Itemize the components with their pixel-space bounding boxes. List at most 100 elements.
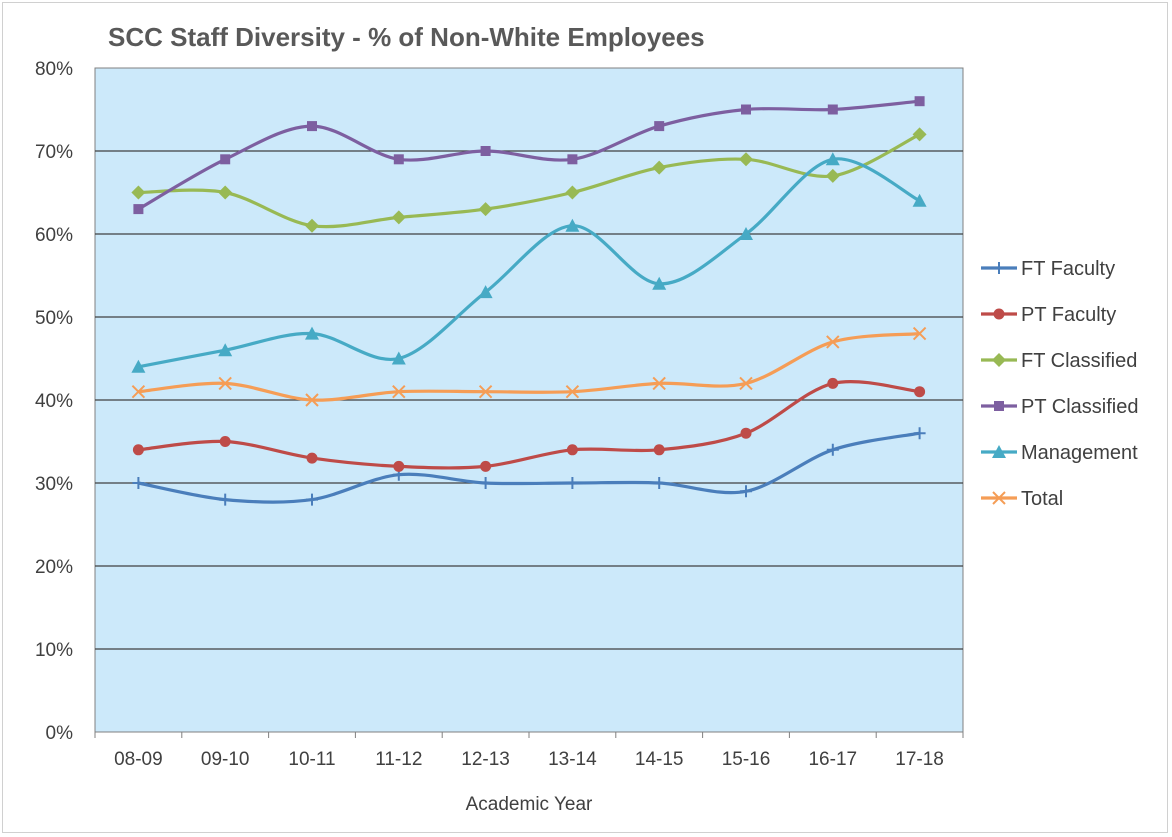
data-point xyxy=(393,460,405,472)
data-point xyxy=(567,154,578,165)
chart-title: SCC Staff Diversity - % of Non-White Emp… xyxy=(108,22,705,52)
data-point xyxy=(566,477,579,489)
legend-marker xyxy=(992,353,1006,367)
x-tick-label: 12-13 xyxy=(461,749,510,770)
series-total xyxy=(131,326,927,407)
data-point xyxy=(654,121,665,132)
legend-label: Management xyxy=(1021,442,1138,464)
data-point xyxy=(741,104,751,115)
data-point xyxy=(218,376,232,391)
data-point xyxy=(478,384,493,399)
data-point xyxy=(912,326,927,341)
y-tick-label: 80% xyxy=(35,59,73,80)
data-point xyxy=(827,377,839,389)
data-point xyxy=(740,485,752,498)
data-point xyxy=(480,146,491,156)
data-point xyxy=(479,477,492,489)
legend: FT Faculty PT Faculty FT Classified PT Clas… xyxy=(981,258,1138,510)
data-point xyxy=(913,427,926,440)
data-point xyxy=(306,493,318,506)
x-tick-label: 17-18 xyxy=(895,749,944,770)
data-point xyxy=(740,427,752,439)
legend-marker xyxy=(992,491,1006,505)
data-point xyxy=(914,386,926,398)
series-line-pt-classified xyxy=(137,99,920,211)
series-ft-faculty xyxy=(132,427,926,506)
data-point xyxy=(826,335,840,349)
data-point xyxy=(478,202,493,217)
y-tick-label: 40% xyxy=(35,391,73,412)
data-point xyxy=(392,384,406,399)
series-line-total xyxy=(138,332,920,402)
data-point xyxy=(825,168,840,183)
x-tick-label: 10-11 xyxy=(288,749,335,770)
x-tick-label: 16-17 xyxy=(808,749,857,770)
data-point xyxy=(305,393,319,407)
data-point xyxy=(480,460,492,472)
legend-marker xyxy=(993,262,1005,274)
legend-item-management: Management xyxy=(981,442,1138,464)
data-point xyxy=(218,185,233,200)
data-point xyxy=(219,493,232,506)
data-point xyxy=(739,152,753,167)
x-tick-label: 14-15 xyxy=(635,749,684,770)
legend-marker xyxy=(994,401,1004,411)
series-ft-classified xyxy=(131,127,927,233)
legend-item-total: Total xyxy=(981,488,1063,510)
y-tick-label: 70% xyxy=(35,142,73,163)
data-point xyxy=(219,436,231,447)
data-point xyxy=(653,444,665,456)
x-tick-label: 09-10 xyxy=(201,749,250,770)
data-point xyxy=(739,227,753,240)
data-point xyxy=(565,185,580,200)
legend-label: PT Faculty xyxy=(1021,304,1116,326)
legend-item-pt-classified: PT Classified xyxy=(981,396,1138,418)
y-tick-label: 30% xyxy=(35,474,73,495)
data-point xyxy=(826,443,839,456)
data-point xyxy=(652,376,666,391)
x-tick-label: 11-12 xyxy=(375,749,422,770)
data-point xyxy=(391,210,406,225)
data-point xyxy=(478,285,493,299)
legend-item-ft-faculty: FT Faculty xyxy=(981,258,1115,280)
series-pt-faculty xyxy=(132,377,926,472)
legend-label: FT Classified xyxy=(1021,350,1137,372)
data-point xyxy=(914,96,925,107)
data-point xyxy=(827,104,838,115)
data-point xyxy=(912,127,927,142)
data-point xyxy=(131,384,146,399)
y-tick-label: 0% xyxy=(46,723,74,744)
x-tick-label: 15-16 xyxy=(722,749,771,770)
data-point xyxy=(391,351,406,365)
y-tick-label: 10% xyxy=(35,640,73,661)
series-management xyxy=(131,152,927,373)
data-point xyxy=(652,276,667,290)
legend-marker xyxy=(993,308,1005,320)
series-line-ft-classified xyxy=(138,132,921,229)
data-point xyxy=(305,326,319,340)
data-point xyxy=(132,444,144,456)
data-point xyxy=(912,193,927,207)
data-point xyxy=(393,154,404,165)
series-line-pt-faculty xyxy=(138,379,920,470)
data-point xyxy=(305,218,319,233)
data-point xyxy=(652,160,667,175)
y-tick-label: 20% xyxy=(35,557,73,578)
data-point xyxy=(739,376,753,391)
x-axis-title: Academic Year xyxy=(466,794,593,815)
series-line-management xyxy=(138,157,921,369)
data-point xyxy=(307,121,317,132)
series-layer xyxy=(131,96,927,506)
data-point xyxy=(565,384,580,399)
data-point xyxy=(653,477,666,489)
legend-label: Total xyxy=(1021,488,1063,510)
legend-item-pt-faculty: PT Faculty xyxy=(981,304,1116,326)
data-point xyxy=(220,154,231,165)
series-line-ft-faculty xyxy=(138,431,920,504)
legend-marker xyxy=(992,445,1006,458)
y-tick-label: 60% xyxy=(35,225,73,246)
legend-label: FT Faculty xyxy=(1021,258,1115,280)
data-point xyxy=(131,185,146,200)
data-point xyxy=(306,452,318,464)
